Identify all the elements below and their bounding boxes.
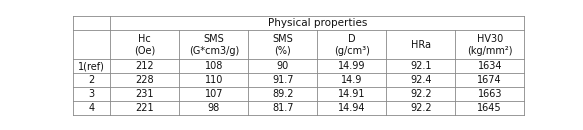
Text: (kg/mm²): (kg/mm²): [467, 46, 512, 56]
Text: (G*cm3/g): (G*cm3/g): [189, 46, 239, 56]
Text: 107: 107: [205, 89, 223, 99]
Text: 1634: 1634: [477, 61, 502, 71]
Text: 1674: 1674: [477, 75, 502, 85]
Text: SMS: SMS: [272, 34, 293, 44]
Text: (Oe): (Oe): [134, 46, 156, 56]
Text: 98: 98: [208, 103, 220, 113]
Text: 221: 221: [136, 103, 154, 113]
Text: 1(ref): 1(ref): [79, 61, 106, 71]
Text: 90: 90: [277, 61, 289, 71]
Text: 228: 228: [136, 75, 154, 85]
Text: 110: 110: [205, 75, 223, 85]
Text: (g/cm³): (g/cm³): [334, 46, 370, 56]
Text: 89.2: 89.2: [272, 89, 294, 99]
Text: HV30: HV30: [477, 34, 503, 44]
Text: 4: 4: [89, 103, 95, 113]
Text: SMS: SMS: [203, 34, 224, 44]
Text: 91.7: 91.7: [272, 75, 294, 85]
Text: 14.9: 14.9: [341, 75, 363, 85]
Text: 1663: 1663: [477, 89, 502, 99]
Text: 212: 212: [136, 61, 154, 71]
Text: 14.99: 14.99: [338, 61, 366, 71]
Text: 14.91: 14.91: [338, 89, 366, 99]
Text: Physical properties: Physical properties: [268, 18, 367, 28]
Text: 1645: 1645: [477, 103, 502, 113]
Text: 92.4: 92.4: [410, 75, 431, 85]
Text: 108: 108: [205, 61, 223, 71]
Text: 3: 3: [89, 89, 95, 99]
Text: D: D: [348, 34, 356, 44]
Text: 231: 231: [136, 89, 154, 99]
Text: 14.94: 14.94: [338, 103, 366, 113]
Text: Hc: Hc: [139, 34, 151, 44]
Text: 92.1: 92.1: [410, 61, 431, 71]
Text: 2: 2: [89, 75, 95, 85]
Text: (%): (%): [275, 46, 291, 56]
Text: HRa: HRa: [411, 40, 431, 50]
Text: 92.2: 92.2: [410, 103, 431, 113]
Text: 92.2: 92.2: [410, 89, 431, 99]
Text: 81.7: 81.7: [272, 103, 294, 113]
